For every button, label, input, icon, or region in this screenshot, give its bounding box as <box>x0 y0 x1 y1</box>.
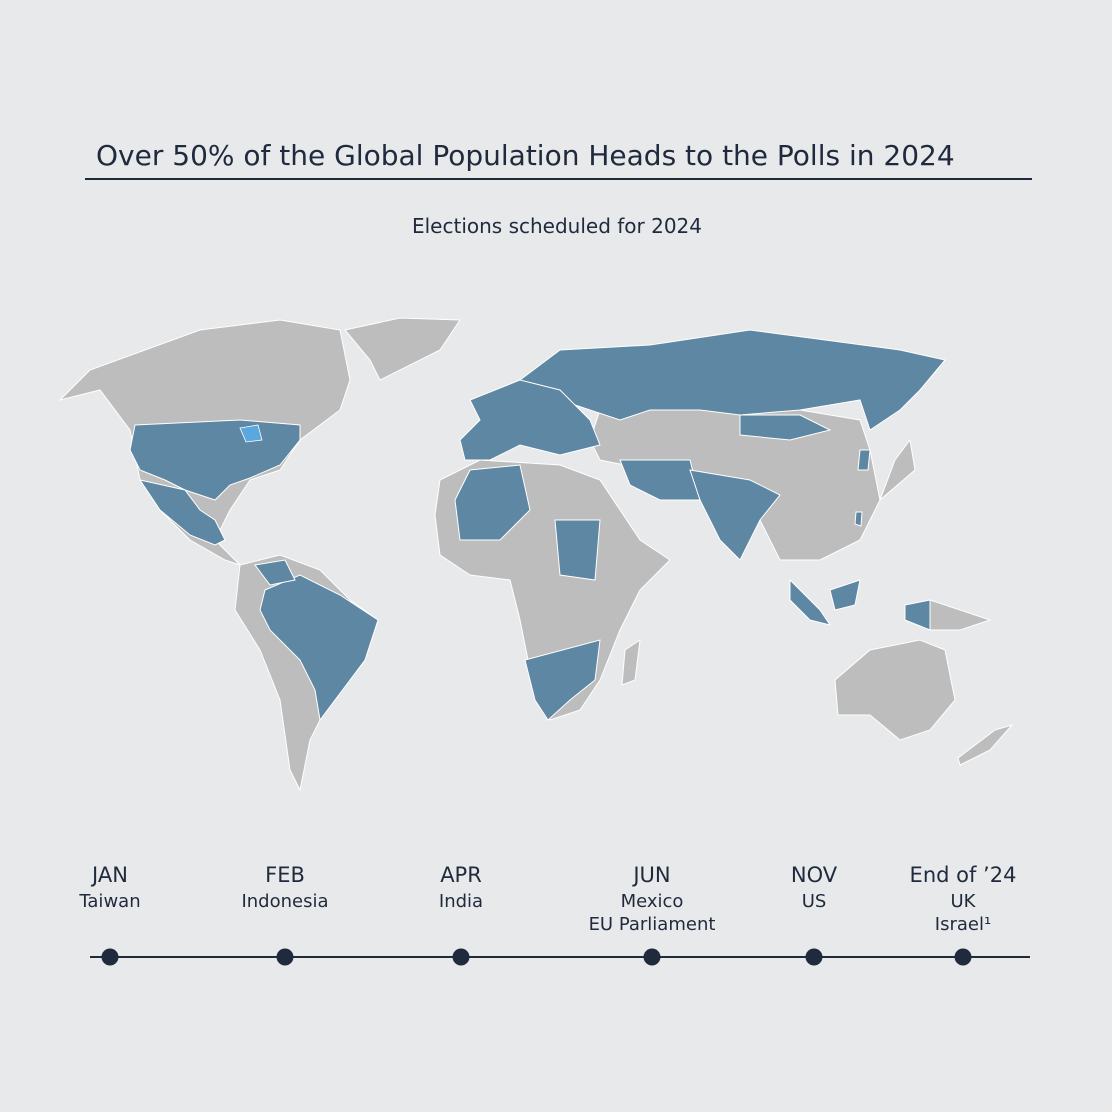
month-label: JUN <box>631 863 670 887</box>
timeline-dot <box>452 948 470 966</box>
month-label: FEB <box>265 863 305 887</box>
election-label: US <box>802 891 827 912</box>
election-label: UK <box>951 891 977 912</box>
month-label: End of ’24 <box>910 863 1017 887</box>
election-label: Taiwan <box>78 891 140 912</box>
timeline-dot <box>101 948 119 966</box>
election-label: India <box>439 891 483 912</box>
timeline-dot <box>276 948 294 966</box>
title: Over 50% of the Global Population Heads … <box>96 139 955 172</box>
timeline-dot <box>643 948 661 966</box>
world-map <box>58 317 1014 792</box>
month-label: APR <box>440 863 482 887</box>
month-label: NOV <box>791 863 838 887</box>
election-label: Mexico <box>621 891 684 912</box>
election-label: EU Parliament <box>589 914 716 935</box>
election-label: Indonesia <box>241 891 328 912</box>
timeline-dot <box>954 948 972 966</box>
election-label: Israel¹ <box>935 914 991 935</box>
timeline: JAN Taiwan FEB Indonesia APR India JUN MexicoEU… <box>78 863 1016 966</box>
subtitle: Elections scheduled for 2024 <box>412 214 702 238</box>
month-label: JAN <box>90 863 128 887</box>
timeline-dot <box>805 948 823 966</box>
